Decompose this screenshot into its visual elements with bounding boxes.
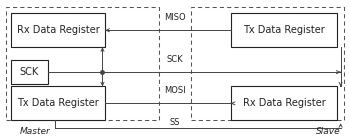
Text: Tx Data Register: Tx Data Register: [243, 25, 325, 35]
FancyBboxPatch shape: [11, 13, 105, 47]
FancyBboxPatch shape: [11, 60, 48, 84]
FancyBboxPatch shape: [231, 86, 337, 120]
Text: Rx Data Register: Rx Data Register: [17, 25, 100, 35]
Text: SCK: SCK: [167, 55, 183, 64]
Text: MISO: MISO: [164, 13, 186, 22]
Text: MOSI: MOSI: [164, 86, 186, 95]
Text: Master: Master: [20, 127, 51, 136]
FancyBboxPatch shape: [11, 86, 105, 120]
Text: SCK: SCK: [20, 67, 39, 77]
Text: Slave: Slave: [316, 127, 341, 136]
FancyBboxPatch shape: [231, 13, 337, 47]
Text: Rx Data Register: Rx Data Register: [243, 98, 325, 108]
Text: SS: SS: [170, 118, 180, 127]
Text: Tx Data Register: Tx Data Register: [18, 98, 99, 108]
